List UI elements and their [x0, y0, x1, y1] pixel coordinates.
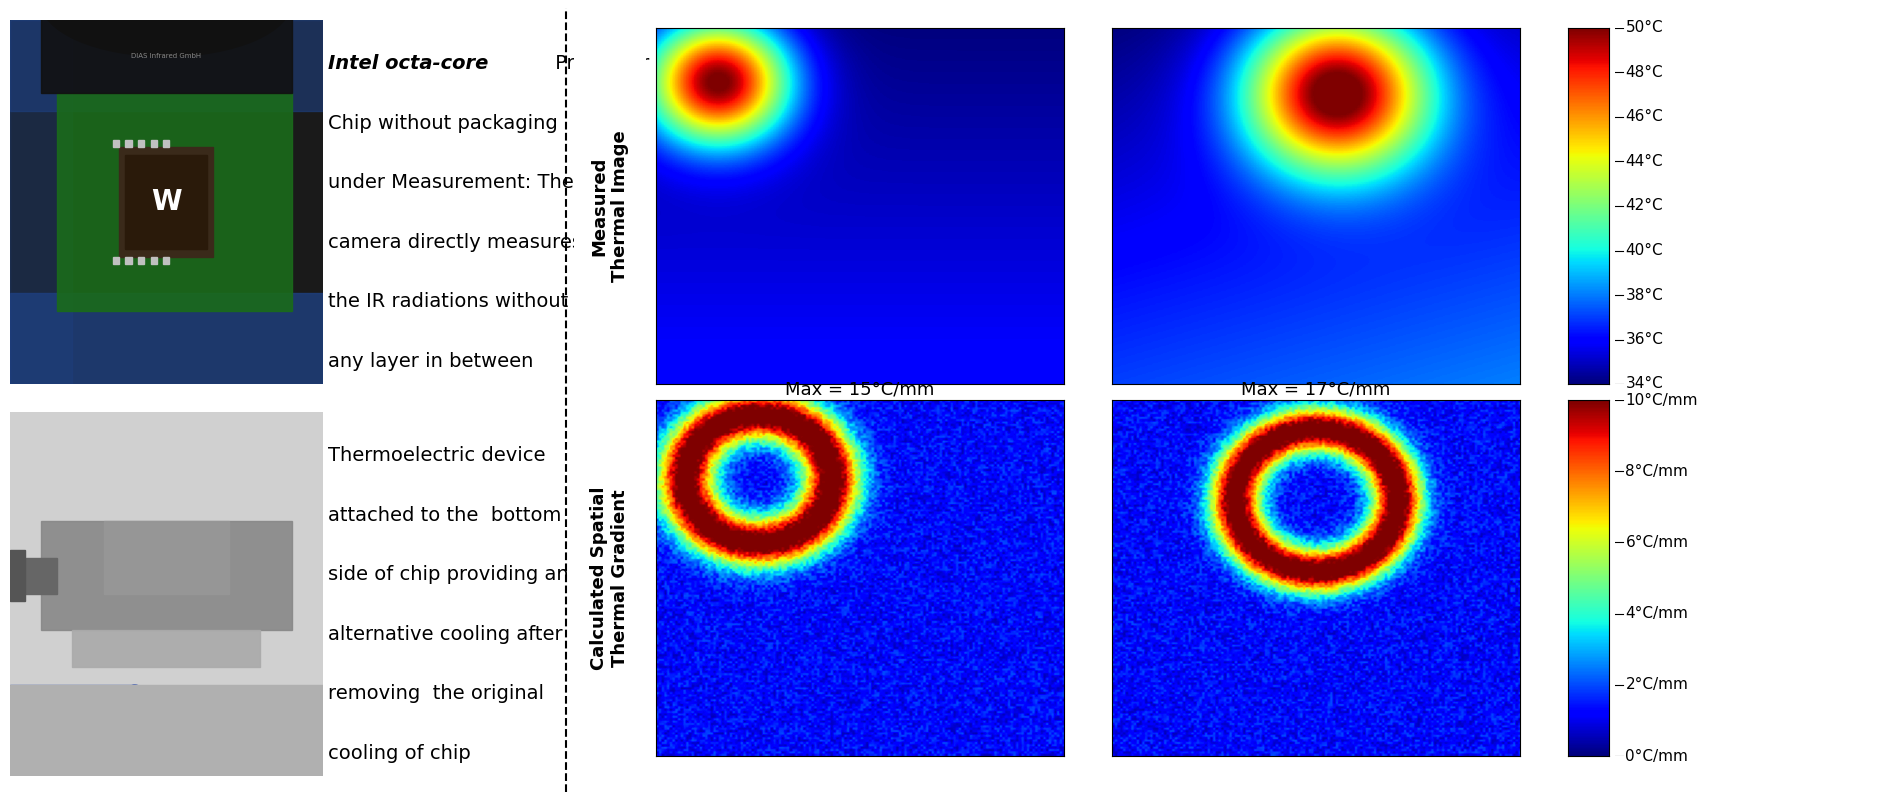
Bar — [72, 630, 260, 667]
Bar — [150, 140, 158, 147]
Text: 42°C: 42°C — [1626, 198, 1662, 214]
Bar — [112, 257, 120, 264]
Text: camera directly measures: camera directly measures — [327, 233, 581, 252]
Text: under Measurement: The: under Measurement: The — [327, 174, 574, 193]
Text: 2°C/mm: 2°C/mm — [1626, 678, 1689, 692]
Bar — [10, 685, 135, 739]
Bar — [163, 140, 169, 147]
Bar — [42, 0, 293, 93]
Text: alternative cooling after: alternative cooling after — [327, 625, 562, 644]
Text: DIAS Infrared GmbH: DIAS Infrared GmbH — [131, 54, 201, 59]
Bar — [120, 147, 213, 257]
Text: 34°C: 34°C — [1626, 377, 1662, 391]
Text: the IR radiations without: the IR radiations without — [327, 293, 568, 311]
Ellipse shape — [120, 685, 150, 739]
Bar — [25, 558, 57, 594]
Bar — [10, 20, 72, 384]
Bar — [163, 257, 169, 264]
Text: 6°C/mm: 6°C/mm — [1626, 535, 1689, 550]
Bar — [139, 140, 144, 147]
Bar — [125, 140, 131, 147]
Ellipse shape — [40, 0, 293, 56]
Bar — [57, 93, 293, 311]
Text: 38°C: 38°C — [1626, 287, 1662, 302]
Text: 48°C: 48°C — [1626, 65, 1662, 80]
Text: Measured
Thermal Image: Measured Thermal Image — [591, 130, 629, 282]
Text: Intel octa-core: Intel octa-core — [327, 54, 488, 74]
Text: side of chip providing an: side of chip providing an — [327, 566, 568, 585]
Bar — [125, 257, 131, 264]
Text: 8°C/mm: 8°C/mm — [1626, 464, 1689, 478]
Title: Max = 15°C/mm: Max = 15°C/mm — [785, 381, 935, 398]
Bar — [10, 20, 323, 111]
Text: 40°C: 40°C — [1626, 243, 1662, 258]
Bar — [125, 154, 207, 250]
Text: Chip without packaging: Chip without packaging — [327, 114, 557, 133]
Text: 36°C: 36°C — [1626, 332, 1662, 347]
Text: Calculated Spatial
Thermal Gradient: Calculated Spatial Thermal Gradient — [591, 486, 629, 670]
Text: 4°C/mm: 4°C/mm — [1626, 606, 1689, 621]
Text: 46°C: 46°C — [1626, 110, 1662, 125]
Bar — [150, 257, 158, 264]
Bar — [139, 257, 144, 264]
Text: 0°C/mm: 0°C/mm — [1626, 749, 1689, 763]
Text: 50°C: 50°C — [1626, 21, 1662, 35]
Bar — [42, 522, 293, 630]
Text: attached to the  bottom: attached to the bottom — [327, 506, 560, 525]
Bar — [10, 293, 323, 384]
Text: W: W — [150, 188, 182, 216]
Bar — [104, 522, 230, 594]
Text: 44°C: 44°C — [1626, 154, 1662, 169]
Text: Thermoelectric device: Thermoelectric device — [327, 446, 545, 466]
Bar — [10, 550, 25, 602]
Bar — [10, 685, 323, 776]
Bar — [112, 140, 120, 147]
Text: 10°C/mm: 10°C/mm — [1626, 393, 1699, 407]
Text: cooling of chip: cooling of chip — [327, 744, 471, 763]
Title: Max = 17°C/mm: Max = 17°C/mm — [1241, 381, 1391, 398]
Text: any layer in between: any layer in between — [327, 352, 534, 371]
Text: Processor: Processor — [549, 54, 650, 74]
Text: removing  the original: removing the original — [327, 685, 543, 703]
